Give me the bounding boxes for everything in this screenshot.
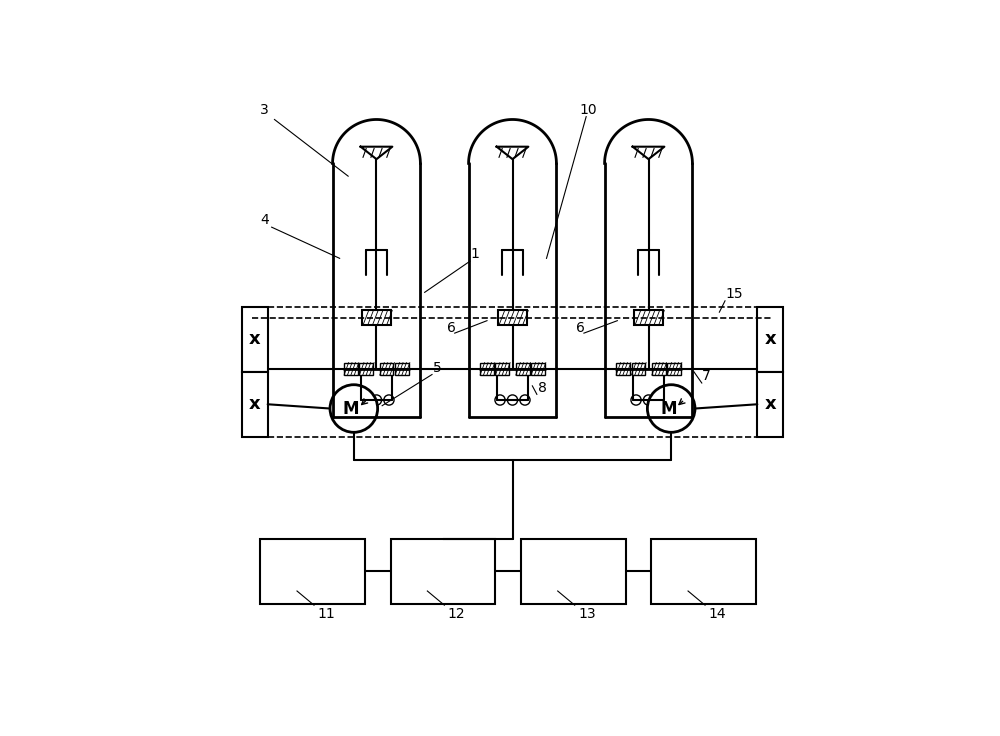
Bar xyxy=(359,363,373,375)
Bar xyxy=(344,363,358,375)
Bar xyxy=(516,363,530,375)
Text: 10: 10 xyxy=(579,103,597,117)
Circle shape xyxy=(643,395,654,405)
Bar xyxy=(651,539,756,604)
Text: M: M xyxy=(660,400,677,417)
Bar xyxy=(391,539,495,604)
Bar xyxy=(634,311,663,325)
Text: 12: 12 xyxy=(448,607,465,621)
Text: 13: 13 xyxy=(578,607,596,621)
Text: 11: 11 xyxy=(317,607,335,621)
Bar xyxy=(495,363,509,375)
Bar xyxy=(480,363,494,375)
Bar xyxy=(380,363,393,375)
Bar xyxy=(362,311,391,325)
Circle shape xyxy=(520,395,530,405)
Text: 3: 3 xyxy=(260,103,269,117)
Circle shape xyxy=(631,395,641,405)
Bar xyxy=(531,363,545,375)
Text: x: x xyxy=(765,330,776,348)
Bar xyxy=(632,363,645,375)
Text: M: M xyxy=(343,400,359,417)
Bar xyxy=(757,306,783,372)
Bar xyxy=(395,363,409,375)
Circle shape xyxy=(507,395,518,405)
Bar xyxy=(521,539,626,604)
Circle shape xyxy=(330,385,378,432)
Text: 15: 15 xyxy=(725,287,743,301)
Text: 7: 7 xyxy=(702,369,711,383)
Bar xyxy=(498,311,527,325)
Text: 4: 4 xyxy=(260,213,269,227)
Bar xyxy=(242,372,268,437)
Bar xyxy=(260,539,365,604)
Text: 1: 1 xyxy=(470,247,479,261)
Circle shape xyxy=(359,395,369,405)
Text: 6: 6 xyxy=(576,321,585,335)
Text: 8: 8 xyxy=(538,381,547,394)
Bar xyxy=(667,363,681,375)
Text: x: x xyxy=(249,330,260,348)
Bar xyxy=(652,363,666,375)
Text: x: x xyxy=(765,395,776,414)
Bar xyxy=(242,306,268,372)
Text: 6: 6 xyxy=(447,321,456,335)
Circle shape xyxy=(495,395,505,405)
Text: 5: 5 xyxy=(433,361,442,375)
Circle shape xyxy=(371,395,382,405)
Circle shape xyxy=(656,395,666,405)
Text: x: x xyxy=(249,395,260,414)
Text: 14: 14 xyxy=(708,607,726,621)
Circle shape xyxy=(647,385,695,432)
Circle shape xyxy=(384,395,394,405)
Bar xyxy=(757,372,783,437)
Bar xyxy=(616,363,630,375)
